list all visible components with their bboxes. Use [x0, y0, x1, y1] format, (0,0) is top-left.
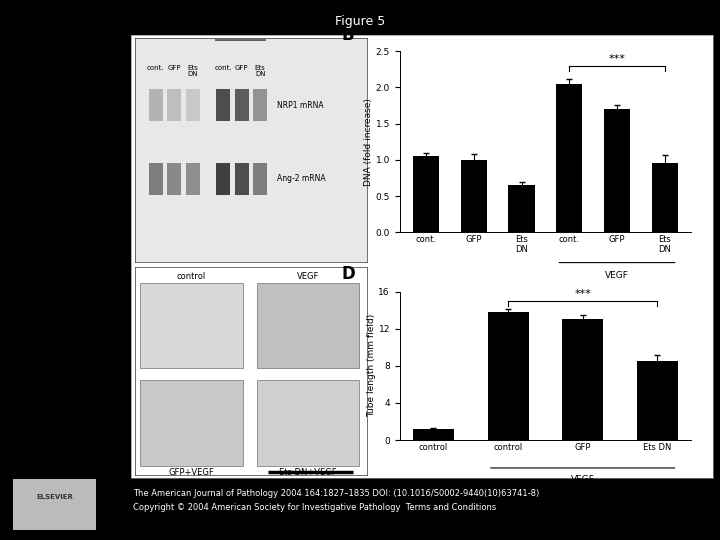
Bar: [216, 163, 230, 194]
Text: ***: ***: [608, 55, 626, 64]
Bar: [487, 312, 528, 440]
Text: Ets
DN: Ets DN: [187, 65, 198, 77]
Text: cont.: cont.: [215, 65, 232, 71]
Text: VEGF: VEGF: [605, 271, 629, 280]
Text: Ets
DN: Ets DN: [255, 65, 266, 77]
Text: GFP: GFP: [235, 65, 248, 71]
Text: C: C: [113, 247, 125, 265]
Text: control: control: [177, 272, 206, 281]
Bar: [637, 361, 678, 440]
Text: The American Journal of Pathology 2004 164:1827–1835 DOI: (10.1016/S0002-9440(10: The American Journal of Pathology 2004 1…: [133, 489, 539, 498]
Bar: [235, 163, 248, 194]
Text: VEGF: VEGF: [571, 475, 595, 484]
Bar: [148, 163, 163, 194]
Text: Ang-2 mRNA: Ang-2 mRNA: [276, 174, 325, 184]
Text: Copyright © 2004 American Society for Investigative Pathology  Terms and Conditi: Copyright © 2004 American Society for In…: [133, 503, 497, 512]
Text: VEGF: VEGF: [230, 26, 251, 36]
Bar: [148, 89, 163, 121]
Text: VEGF: VEGF: [297, 272, 319, 281]
Bar: [508, 185, 535, 232]
Y-axis label: Tube length (mm field): Tube length (mm field): [366, 314, 376, 417]
Bar: [186, 163, 199, 194]
Text: cont.: cont.: [147, 65, 164, 71]
Text: Ets DN+VEGF: Ets DN+VEGF: [279, 468, 337, 477]
Bar: [186, 89, 199, 121]
Bar: [461, 160, 487, 232]
Text: A: A: [112, 11, 125, 29]
Bar: [562, 320, 603, 440]
Bar: [167, 89, 181, 121]
Bar: [140, 380, 243, 465]
Bar: [556, 84, 582, 232]
Text: NRP1 mRNA: NRP1 mRNA: [276, 100, 323, 110]
Bar: [253, 89, 267, 121]
Bar: [257, 380, 359, 465]
Text: GFP+VEGF: GFP+VEGF: [168, 468, 215, 477]
Bar: [413, 429, 454, 440]
Bar: [413, 156, 439, 232]
Bar: [216, 89, 230, 121]
Bar: [257, 282, 359, 368]
Text: D: D: [341, 265, 355, 283]
Bar: [140, 282, 243, 368]
Bar: [652, 164, 678, 232]
Bar: [235, 89, 248, 121]
Bar: [604, 109, 630, 232]
Bar: [167, 163, 181, 194]
Text: ELSEVIER: ELSEVIER: [36, 494, 73, 500]
Text: ***: ***: [575, 289, 591, 299]
Text: B: B: [341, 26, 354, 44]
Y-axis label: DNA (fold increase): DNA (fold increase): [364, 98, 373, 186]
Text: Figure 5: Figure 5: [335, 15, 385, 28]
Bar: [253, 163, 267, 194]
Text: GFP: GFP: [168, 65, 181, 71]
